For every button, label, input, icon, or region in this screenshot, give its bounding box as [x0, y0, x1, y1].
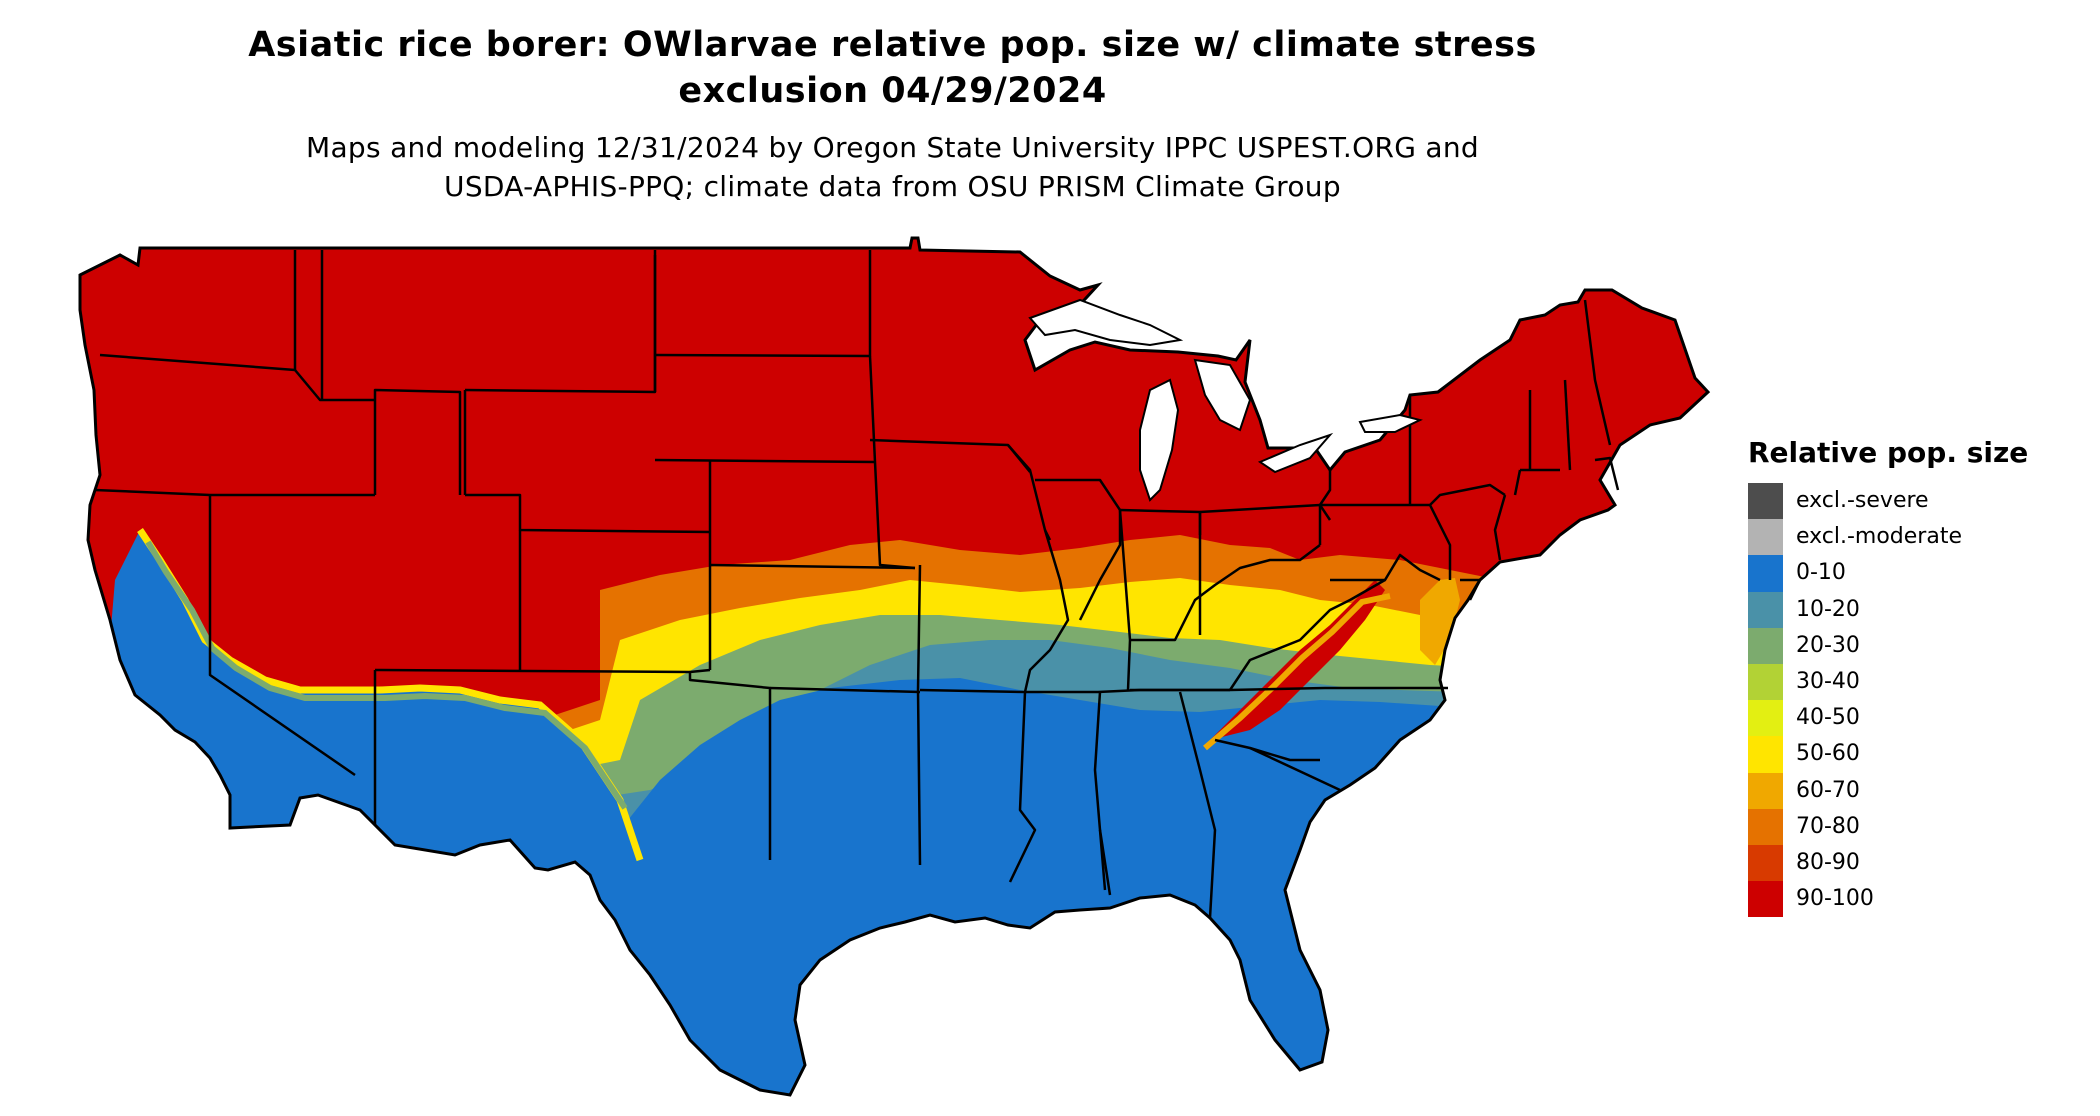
map-subtitle-line-1: Maps and modeling 12/31/2024 by Oregon S… — [306, 131, 1479, 164]
us-population-map — [78, 236, 1710, 1097]
legend-label: 10-20 — [1796, 596, 1860, 622]
legend-item: 30-40 — [1748, 663, 2078, 701]
map-legend: Relative pop. size excl.-severe excl.-mo… — [1748, 433, 2078, 918]
lake-michigan — [1139, 378, 1180, 502]
legend-label: excl.-severe — [1796, 488, 1929, 513]
legend-item: 70-80 — [1748, 808, 2078, 845]
lake-erie — [1257, 432, 1334, 474]
legend-swatch — [1748, 772, 1783, 809]
legend-title: Relative pop. size — [1748, 436, 2029, 469]
legend-item: excl.-severe — [1748, 483, 2078, 520]
legend-swatch — [1748, 627, 1783, 664]
legend-item: 0-10 — [1748, 555, 2078, 592]
map-title: Asiatic rice borer: OWlarvae relative po… — [0, 22, 1785, 114]
legend-item: 20-30 — [1748, 627, 2078, 664]
map-title-line-1: Asiatic rice borer: OWlarvae relative po… — [248, 25, 1537, 65]
legend-label: excl.-moderate — [1796, 524, 1962, 550]
legend-item: 80-90 — [1748, 844, 2078, 882]
legend-item: 90-100 — [1748, 881, 2078, 918]
legend-item: 50-60 — [1748, 736, 2078, 773]
map-title-line-2: exclusion 04/29/2024 — [678, 71, 1107, 111]
map-subtitle-line-2: USDA-APHIS-PPQ; climate data from OSU PR… — [444, 170, 1341, 203]
legend-swatch — [1748, 881, 1783, 918]
legend-item: excl.-moderate — [1748, 519, 2078, 556]
lake-huron — [1193, 358, 1252, 432]
lake-superior — [1028, 298, 1184, 347]
band-60-70-appalachian — [1203, 593, 1391, 751]
legend-swatch — [1748, 700, 1783, 737]
legend-label: 30-40 — [1796, 668, 1860, 694]
great-lakes — [1028, 298, 1423, 502]
legend-label: 20-30 — [1796, 632, 1860, 658]
legend-swatch — [1748, 591, 1783, 628]
legend-swatch — [1748, 844, 1783, 882]
climate-bands — [80, 238, 1708, 1095]
legend-label: 80-90 — [1796, 849, 1860, 875]
legend-swatch — [1748, 736, 1783, 773]
legend-label: 70-80 — [1796, 813, 1860, 839]
legend-swatch — [1748, 483, 1783, 520]
legend-label: 50-60 — [1796, 741, 1860, 767]
band-60-70-mid-atlantic — [1420, 578, 1460, 665]
legend-swatch — [1748, 555, 1783, 592]
legend-swatch — [1748, 519, 1783, 556]
legend-swatch — [1748, 663, 1783, 701]
band-20-30-southwest-edge — [145, 540, 628, 810]
legend-label: 40-50 — [1796, 705, 1860, 731]
legend-items: excl.-severe excl.-moderate 0-10 10-20 2… — [1748, 483, 2078, 918]
legend-swatch — [1748, 808, 1783, 845]
state-borders — [94, 250, 1620, 919]
legend-item: 40-50 — [1748, 700, 2078, 737]
legend-label: 90-100 — [1796, 886, 1874, 912]
map-subtitle: Maps and modeling 12/31/2024 by Oregon S… — [0, 128, 1785, 206]
legend-label: 60-70 — [1796, 777, 1860, 803]
lake-ontario — [1358, 413, 1423, 433]
legend-label: 0-10 — [1796, 560, 1846, 586]
legend-item: 60-70 — [1748, 772, 2078, 809]
legend-item: 10-20 — [1748, 591, 2078, 628]
